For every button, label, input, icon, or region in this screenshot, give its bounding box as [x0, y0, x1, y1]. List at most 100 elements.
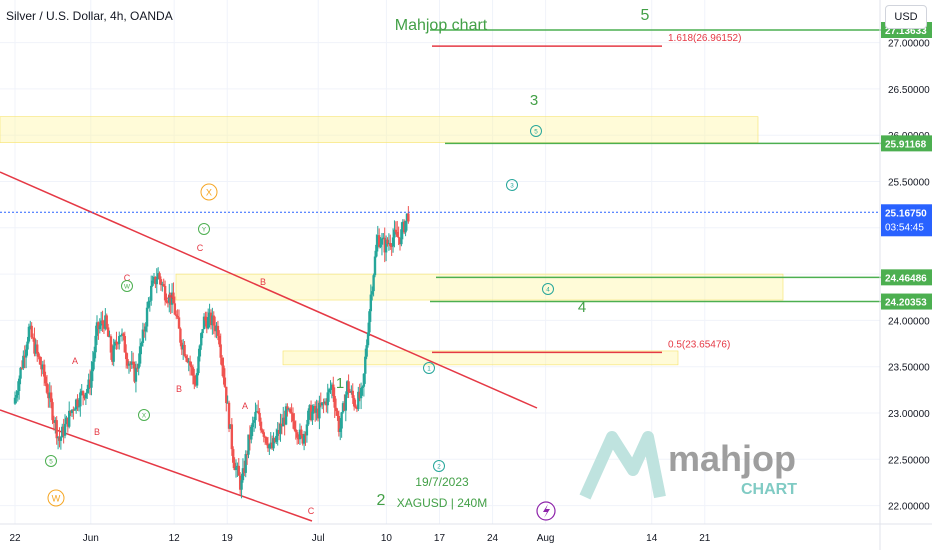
- price-tick-label: 27.00000: [888, 39, 930, 50]
- candle-body: [268, 444, 271, 449]
- candle-body: [179, 328, 182, 343]
- candle-body: [87, 379, 90, 389]
- circled-label-green-ring: [138, 409, 150, 421]
- candle-body: [52, 420, 56, 423]
- candle-body: [113, 341, 117, 346]
- candle-body: [23, 355, 26, 358]
- candle-body: [183, 344, 186, 356]
- candle-body: [348, 391, 352, 393]
- circled-label-green: X: [142, 412, 147, 419]
- candle-body: [180, 342, 183, 350]
- candle-body: [76, 399, 79, 407]
- candle-body: [340, 412, 343, 429]
- time-axis[interactable]: 22 Jun 12 19 Jul 10 17 24 Aug 14 21: [0, 523, 932, 544]
- candle-body: [243, 468, 246, 473]
- candle-body: [151, 280, 154, 286]
- wave-label-red: A: [167, 291, 173, 301]
- candle-body: [45, 383, 49, 393]
- circled-label-cyan-ring: [423, 362, 435, 374]
- candle-body: [371, 291, 374, 295]
- price-tick-label: 25.50000: [888, 177, 930, 188]
- time-tick-label: 24: [487, 533, 499, 544]
- candle-body: [212, 315, 215, 326]
- circled-label-orange-ring: [47, 489, 65, 507]
- candle-body: [200, 333, 203, 346]
- candle-body: [225, 386, 228, 404]
- candle-body: [19, 367, 22, 379]
- candle-body: [386, 239, 389, 245]
- circled-label-orange: X: [206, 188, 212, 198]
- candle-body: [232, 449, 235, 463]
- candle-body: [201, 329, 204, 334]
- candle-body: [34, 344, 38, 354]
- lightning-icon[interactable]: [536, 501, 556, 521]
- candle-body: [86, 388, 89, 393]
- fib-level-label: 1.618(26.96152): [668, 33, 741, 44]
- candle-body: [13, 397, 17, 404]
- candle-body: [166, 302, 170, 304]
- price-tags: 27.13633 25.91168 24.46486 24.20353 25.16750…: [881, 22, 932, 310]
- candle-body: [319, 402, 322, 406]
- circled-label-cyan: 2: [437, 463, 441, 470]
- price-tag-label: 25.91168: [885, 139, 927, 150]
- wave-label-green: 4: [578, 299, 586, 316]
- watermark-brand: mahjop: [668, 438, 796, 479]
- wave-label-red: B: [176, 384, 182, 394]
- candle-body: [195, 373, 199, 386]
- candle-body: [44, 376, 47, 384]
- candle-body: [59, 437, 63, 441]
- candle-body: [204, 316, 207, 321]
- price-tick-label: 22.50000: [888, 455, 930, 466]
- time-tick-label: Aug: [537, 533, 555, 544]
- candle-body: [222, 365, 225, 378]
- candle-body: [287, 408, 291, 410]
- candle-body: [237, 465, 240, 476]
- candle-body: [275, 435, 278, 442]
- candle-body: [308, 405, 311, 411]
- candle-body: [33, 337, 36, 354]
- circled-label-cyan: 1: [427, 365, 431, 372]
- candle-body: [387, 242, 391, 245]
- price-tick-label: 24.00000: [888, 316, 930, 327]
- candle-body: [122, 333, 125, 337]
- candle-body: [236, 465, 239, 468]
- candle-body: [191, 367, 195, 376]
- candle-body: [173, 303, 177, 315]
- candle-body: [158, 273, 161, 280]
- candle-body: [291, 413, 295, 422]
- candle-body: [93, 352, 96, 362]
- candle-body: [102, 323, 106, 329]
- candle-body: [104, 315, 107, 329]
- candle-body: [176, 315, 179, 318]
- candle-body: [304, 433, 307, 436]
- candle-body: [181, 344, 185, 350]
- candle-body: [66, 417, 70, 427]
- candle-body: [30, 325, 33, 338]
- candle-body: [170, 292, 174, 305]
- price-countdown: 03:54:45: [885, 222, 924, 233]
- time-tick-label: 17: [434, 533, 446, 544]
- candle-body: [393, 229, 396, 238]
- price-tag-box: [881, 293, 932, 310]
- candle-body: [190, 365, 193, 368]
- symbol-annotation: XAGUSD | 240M: [397, 496, 487, 510]
- circled-label-cyan-ring: [506, 179, 518, 191]
- candle-body: [227, 402, 231, 429]
- horizontal-levels: 1.618(26.96152) 0.5(23.65476): [430, 29, 932, 354]
- candle-body: [56, 436, 60, 439]
- circled-label-green: 5: [49, 458, 53, 465]
- candle-body: [332, 384, 335, 397]
- candle-body: [269, 442, 272, 445]
- currency-button[interactable]: USD: [885, 5, 927, 29]
- candle-body: [368, 311, 371, 333]
- candle-body: [352, 397, 356, 407]
- candle-body: [234, 467, 238, 470]
- watermark-sub: CHART: [741, 481, 797, 498]
- candle-body: [74, 399, 78, 410]
- candle-body: [131, 361, 135, 364]
- candle-body: [362, 373, 366, 387]
- candle-body: [238, 475, 242, 490]
- candle-body: [207, 317, 210, 329]
- candle-body: [282, 417, 285, 427]
